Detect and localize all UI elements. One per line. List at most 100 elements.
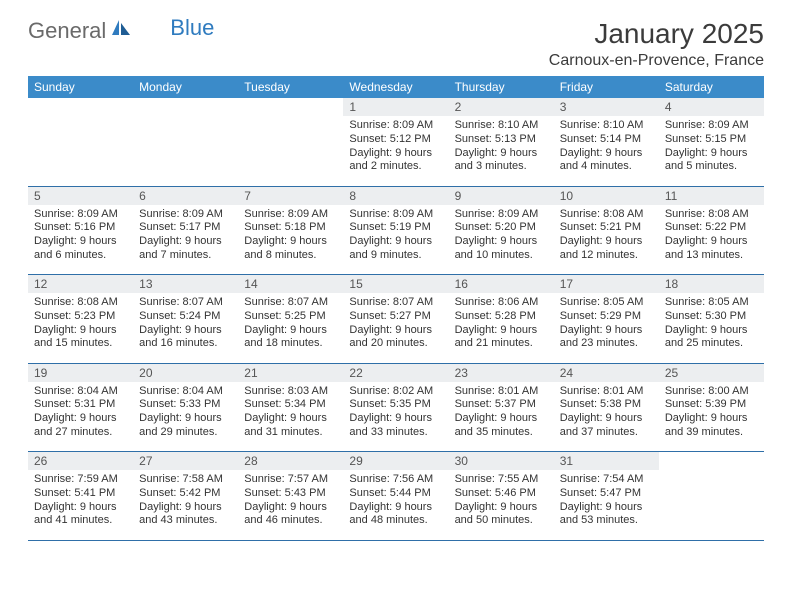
day-number-cell [133,98,238,116]
daylight-text-2: and 4 minutes. [560,160,653,174]
day-number-cell: 3 [554,98,659,116]
day-number-row: 567891011 [28,186,764,205]
day-number-cell: 30 [449,452,554,471]
day-number-cell: 20 [133,363,238,382]
daylight-text-1: Daylight: 9 hours [139,412,232,426]
day-number-cell: 26 [28,452,133,471]
day-number-cell: 11 [659,186,764,205]
day-detail-cell: Sunrise: 8:09 AMSunset: 5:17 PMDaylight:… [133,205,238,275]
day-detail-cell [28,116,133,186]
day-detail-cell: Sunrise: 7:58 AMSunset: 5:42 PMDaylight:… [133,470,238,540]
daylight-text-1: Daylight: 9 hours [560,501,653,515]
day-number-cell: 5 [28,186,133,205]
daylight-text-1: Daylight: 9 hours [665,235,758,249]
sunset-text: Sunset: 5:41 PM [34,487,127,501]
sunset-text: Sunset: 5:27 PM [349,310,442,324]
sunset-text: Sunset: 5:16 PM [34,221,127,235]
daylight-text-2: and 37 minutes. [560,426,653,440]
daylight-text-1: Daylight: 9 hours [34,324,127,338]
daylight-text-1: Daylight: 9 hours [455,147,548,161]
daylight-text-2: and 23 minutes. [560,337,653,351]
weekday-header: Saturday [659,76,764,98]
day-number-cell: 16 [449,275,554,294]
day-number-cell [659,452,764,471]
daylight-text-1: Daylight: 9 hours [349,412,442,426]
daylight-text-1: Daylight: 9 hours [455,324,548,338]
day-detail-row: Sunrise: 8:09 AMSunset: 5:16 PMDaylight:… [28,205,764,275]
sunrise-text: Sunrise: 8:05 AM [665,296,758,310]
sunset-text: Sunset: 5:13 PM [455,133,548,147]
sunrise-text: Sunrise: 7:59 AM [34,473,127,487]
daylight-text-1: Daylight: 9 hours [665,412,758,426]
logo-sail-icon [110,18,132,44]
daylight-text-2: and 12 minutes. [560,249,653,263]
day-detail-cell: Sunrise: 8:09 AMSunset: 5:15 PMDaylight:… [659,116,764,186]
sunset-text: Sunset: 5:20 PM [455,221,548,235]
day-number-row: 12131415161718 [28,275,764,294]
day-number-row: 1234 [28,98,764,116]
sunset-text: Sunset: 5:33 PM [139,398,232,412]
day-number-cell: 2 [449,98,554,116]
day-detail-row: Sunrise: 8:04 AMSunset: 5:31 PMDaylight:… [28,382,764,452]
sunrise-text: Sunrise: 7:58 AM [139,473,232,487]
sunrise-text: Sunrise: 7:55 AM [455,473,548,487]
weekday-header: Monday [133,76,238,98]
daylight-text-1: Daylight: 9 hours [34,501,127,515]
sunrise-text: Sunrise: 8:09 AM [139,208,232,222]
sunrise-text: Sunrise: 8:08 AM [665,208,758,222]
sunrise-text: Sunrise: 7:56 AM [349,473,442,487]
daylight-text-2: and 7 minutes. [139,249,232,263]
sunrise-text: Sunrise: 8:09 AM [244,208,337,222]
daylight-text-2: and 15 minutes. [34,337,127,351]
sunrise-text: Sunrise: 8:09 AM [349,119,442,133]
weekday-header: Wednesday [343,76,448,98]
sunrise-text: Sunrise: 8:10 AM [455,119,548,133]
day-detail-cell [133,116,238,186]
day-detail-cell: Sunrise: 8:01 AMSunset: 5:38 PMDaylight:… [554,382,659,452]
day-number-cell: 24 [554,363,659,382]
daylight-text-2: and 29 minutes. [139,426,232,440]
day-number-cell: 18 [659,275,764,294]
day-detail-cell: Sunrise: 8:00 AMSunset: 5:39 PMDaylight:… [659,382,764,452]
sunrise-text: Sunrise: 8:00 AM [665,385,758,399]
calendar-header-row: SundayMondayTuesdayWednesdayThursdayFrid… [28,76,764,98]
day-number-cell: 10 [554,186,659,205]
daylight-text-1: Daylight: 9 hours [34,235,127,249]
day-detail-cell: Sunrise: 8:10 AMSunset: 5:14 PMDaylight:… [554,116,659,186]
sunrise-text: Sunrise: 7:54 AM [560,473,653,487]
day-number-cell: 22 [343,363,448,382]
sunset-text: Sunset: 5:24 PM [139,310,232,324]
day-number-cell: 27 [133,452,238,471]
sunrise-text: Sunrise: 8:04 AM [139,385,232,399]
sunset-text: Sunset: 5:18 PM [244,221,337,235]
sunrise-text: Sunrise: 8:09 AM [455,208,548,222]
sunrise-text: Sunrise: 8:02 AM [349,385,442,399]
sunrise-text: Sunrise: 8:07 AM [349,296,442,310]
daylight-text-1: Daylight: 9 hours [244,235,337,249]
daylight-text-2: and 43 minutes. [139,514,232,528]
day-detail-row: Sunrise: 8:08 AMSunset: 5:23 PMDaylight:… [28,293,764,363]
daylight-text-2: and 3 minutes. [455,160,548,174]
daylight-text-2: and 21 minutes. [455,337,548,351]
daylight-text-1: Daylight: 9 hours [349,147,442,161]
day-detail-cell [238,116,343,186]
logo-text-general: General [28,18,106,44]
daylight-text-2: and 50 minutes. [455,514,548,528]
day-number-cell: 29 [343,452,448,471]
weekday-header: Friday [554,76,659,98]
sunrise-text: Sunrise: 7:57 AM [244,473,337,487]
day-detail-row: Sunrise: 7:59 AMSunset: 5:41 PMDaylight:… [28,470,764,540]
daylight-text-1: Daylight: 9 hours [34,412,127,426]
sunset-text: Sunset: 5:44 PM [349,487,442,501]
sunset-text: Sunset: 5:38 PM [560,398,653,412]
sunset-text: Sunset: 5:39 PM [665,398,758,412]
day-detail-cell [659,470,764,540]
daylight-text-1: Daylight: 9 hours [349,324,442,338]
daylight-text-2: and 46 minutes. [244,514,337,528]
daylight-text-2: and 2 minutes. [349,160,442,174]
location: Carnoux-en-Provence, France [549,52,764,70]
day-detail-cell: Sunrise: 8:07 AMSunset: 5:24 PMDaylight:… [133,293,238,363]
logo-text-blue: Blue [170,15,214,41]
day-detail-cell: Sunrise: 8:05 AMSunset: 5:29 PMDaylight:… [554,293,659,363]
daylight-text-2: and 8 minutes. [244,249,337,263]
